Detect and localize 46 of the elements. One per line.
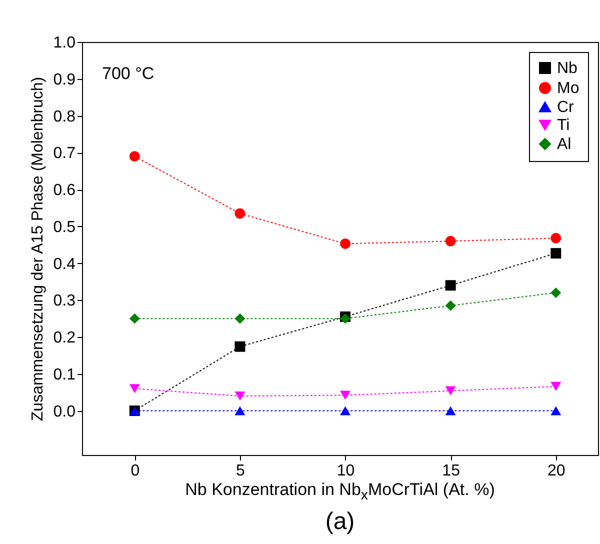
y-tick-label: 0.2 <box>53 330 76 346</box>
point <box>340 238 351 249</box>
y-axis-title: Zusammensetzung der A15 Phase (Molenbruch) <box>29 76 46 422</box>
point <box>340 390 351 400</box>
point <box>129 313 140 324</box>
point <box>550 288 562 298</box>
y-tick-label: 0.0 <box>53 403 76 420</box>
y-tick-label: 0.3 <box>53 292 76 310</box>
x-tick-label: 5 <box>236 462 246 480</box>
y-tick-label: 0.8 <box>53 108 76 126</box>
point <box>129 151 140 162</box>
point <box>234 391 246 401</box>
y-tick-label: 0.5 <box>53 218 76 236</box>
point <box>550 232 562 244</box>
point <box>234 208 246 219</box>
x-tick-label: 20 <box>547 462 566 480</box>
annotation: 700 °C <box>102 64 154 84</box>
y-tick-label: 0.9 <box>53 71 76 88</box>
point <box>445 300 456 311</box>
point <box>340 406 351 416</box>
y-tick-label: 0.1 <box>53 366 76 384</box>
point <box>445 236 456 246</box>
x-tick-label: 10 <box>336 462 355 480</box>
y-tick-label: 0.7 <box>53 145 76 162</box>
point <box>550 406 562 416</box>
legend-label: Al <box>557 136 572 153</box>
legend-label: Cr <box>557 99 575 116</box>
legend-label: Ti <box>557 117 570 134</box>
point <box>445 280 456 291</box>
x-tick-label: 15 <box>442 462 460 480</box>
point <box>234 313 246 324</box>
point <box>445 386 456 396</box>
y-tick-label: 0.4 <box>53 256 76 273</box>
point <box>550 248 562 259</box>
x-axis-title: Nb Konzentration in Nb$_{x}$MoCrTiAl (At. %) <box>184 480 496 504</box>
legend-label: Mo <box>557 80 580 97</box>
point <box>445 406 456 416</box>
point <box>550 382 562 391</box>
point <box>129 384 140 394</box>
y-tick-label: 0.6 <box>53 182 76 199</box>
y-tick-label: 1.0 <box>53 34 76 52</box>
text: (a) <box>324 508 356 536</box>
x-tick-label: 0 <box>130 462 140 480</box>
point <box>234 406 246 416</box>
legend-label: Nb <box>557 60 578 77</box>
point <box>234 341 246 352</box>
